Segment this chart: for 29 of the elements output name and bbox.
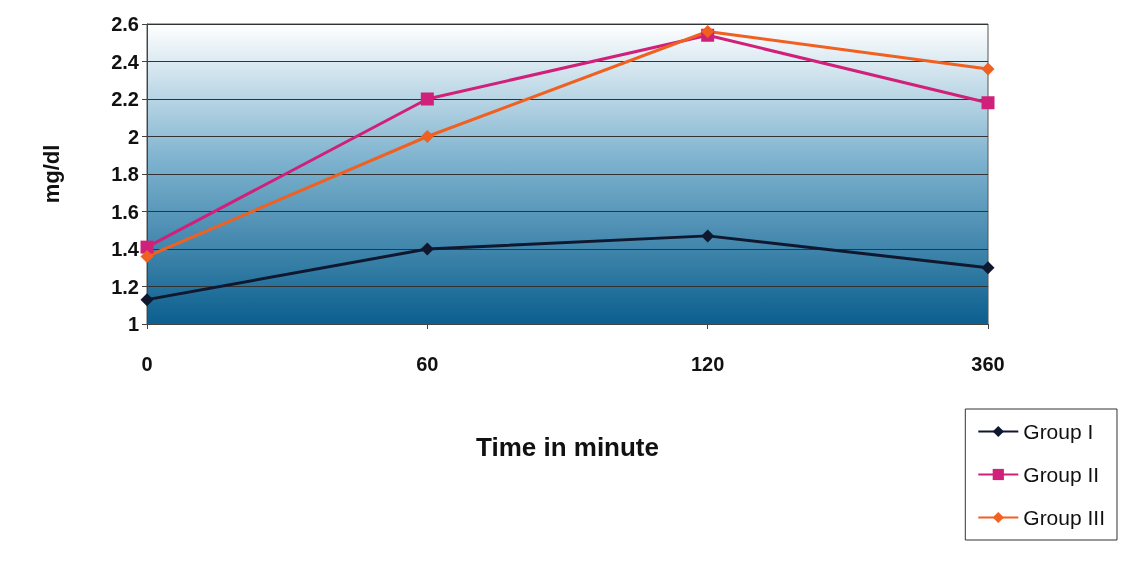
y-tick-label: 2.2 [111,88,139,110]
point [140,240,154,254]
x-axis-title: Time in minute [476,432,659,462]
y-axis-title: mg/dl [38,144,64,204]
point [701,25,715,38]
legend-label: Group III [1023,506,1105,529]
x-tick-label: 120 [690,353,725,375]
point [140,250,154,263]
x-tick-label: 60 [416,353,439,375]
x-tick-label: 360 [971,353,1005,375]
point [420,92,434,106]
y-tick-label: 1 [127,313,139,335]
point [701,229,715,243]
y-tick-label: 2.4 [111,50,140,73]
point [981,261,995,275]
point [981,62,995,76]
y-tick-label: 1.2 [111,275,139,298]
legend-label: Group II [1023,463,1100,486]
x-tick-label: 0 [141,353,153,375]
point [420,242,434,256]
y-tick-label: 1.6 [111,200,139,223]
legend-label: Group I [1023,420,1094,443]
point [140,293,154,307]
point [981,96,995,110]
y-tick-label: 1.8 [111,163,139,185]
y-tick-label: 2.6 [111,13,139,35]
y-tick-label: 1.4 [111,238,140,260]
y-tick-label: 2 [127,125,139,148]
point [420,130,434,143]
